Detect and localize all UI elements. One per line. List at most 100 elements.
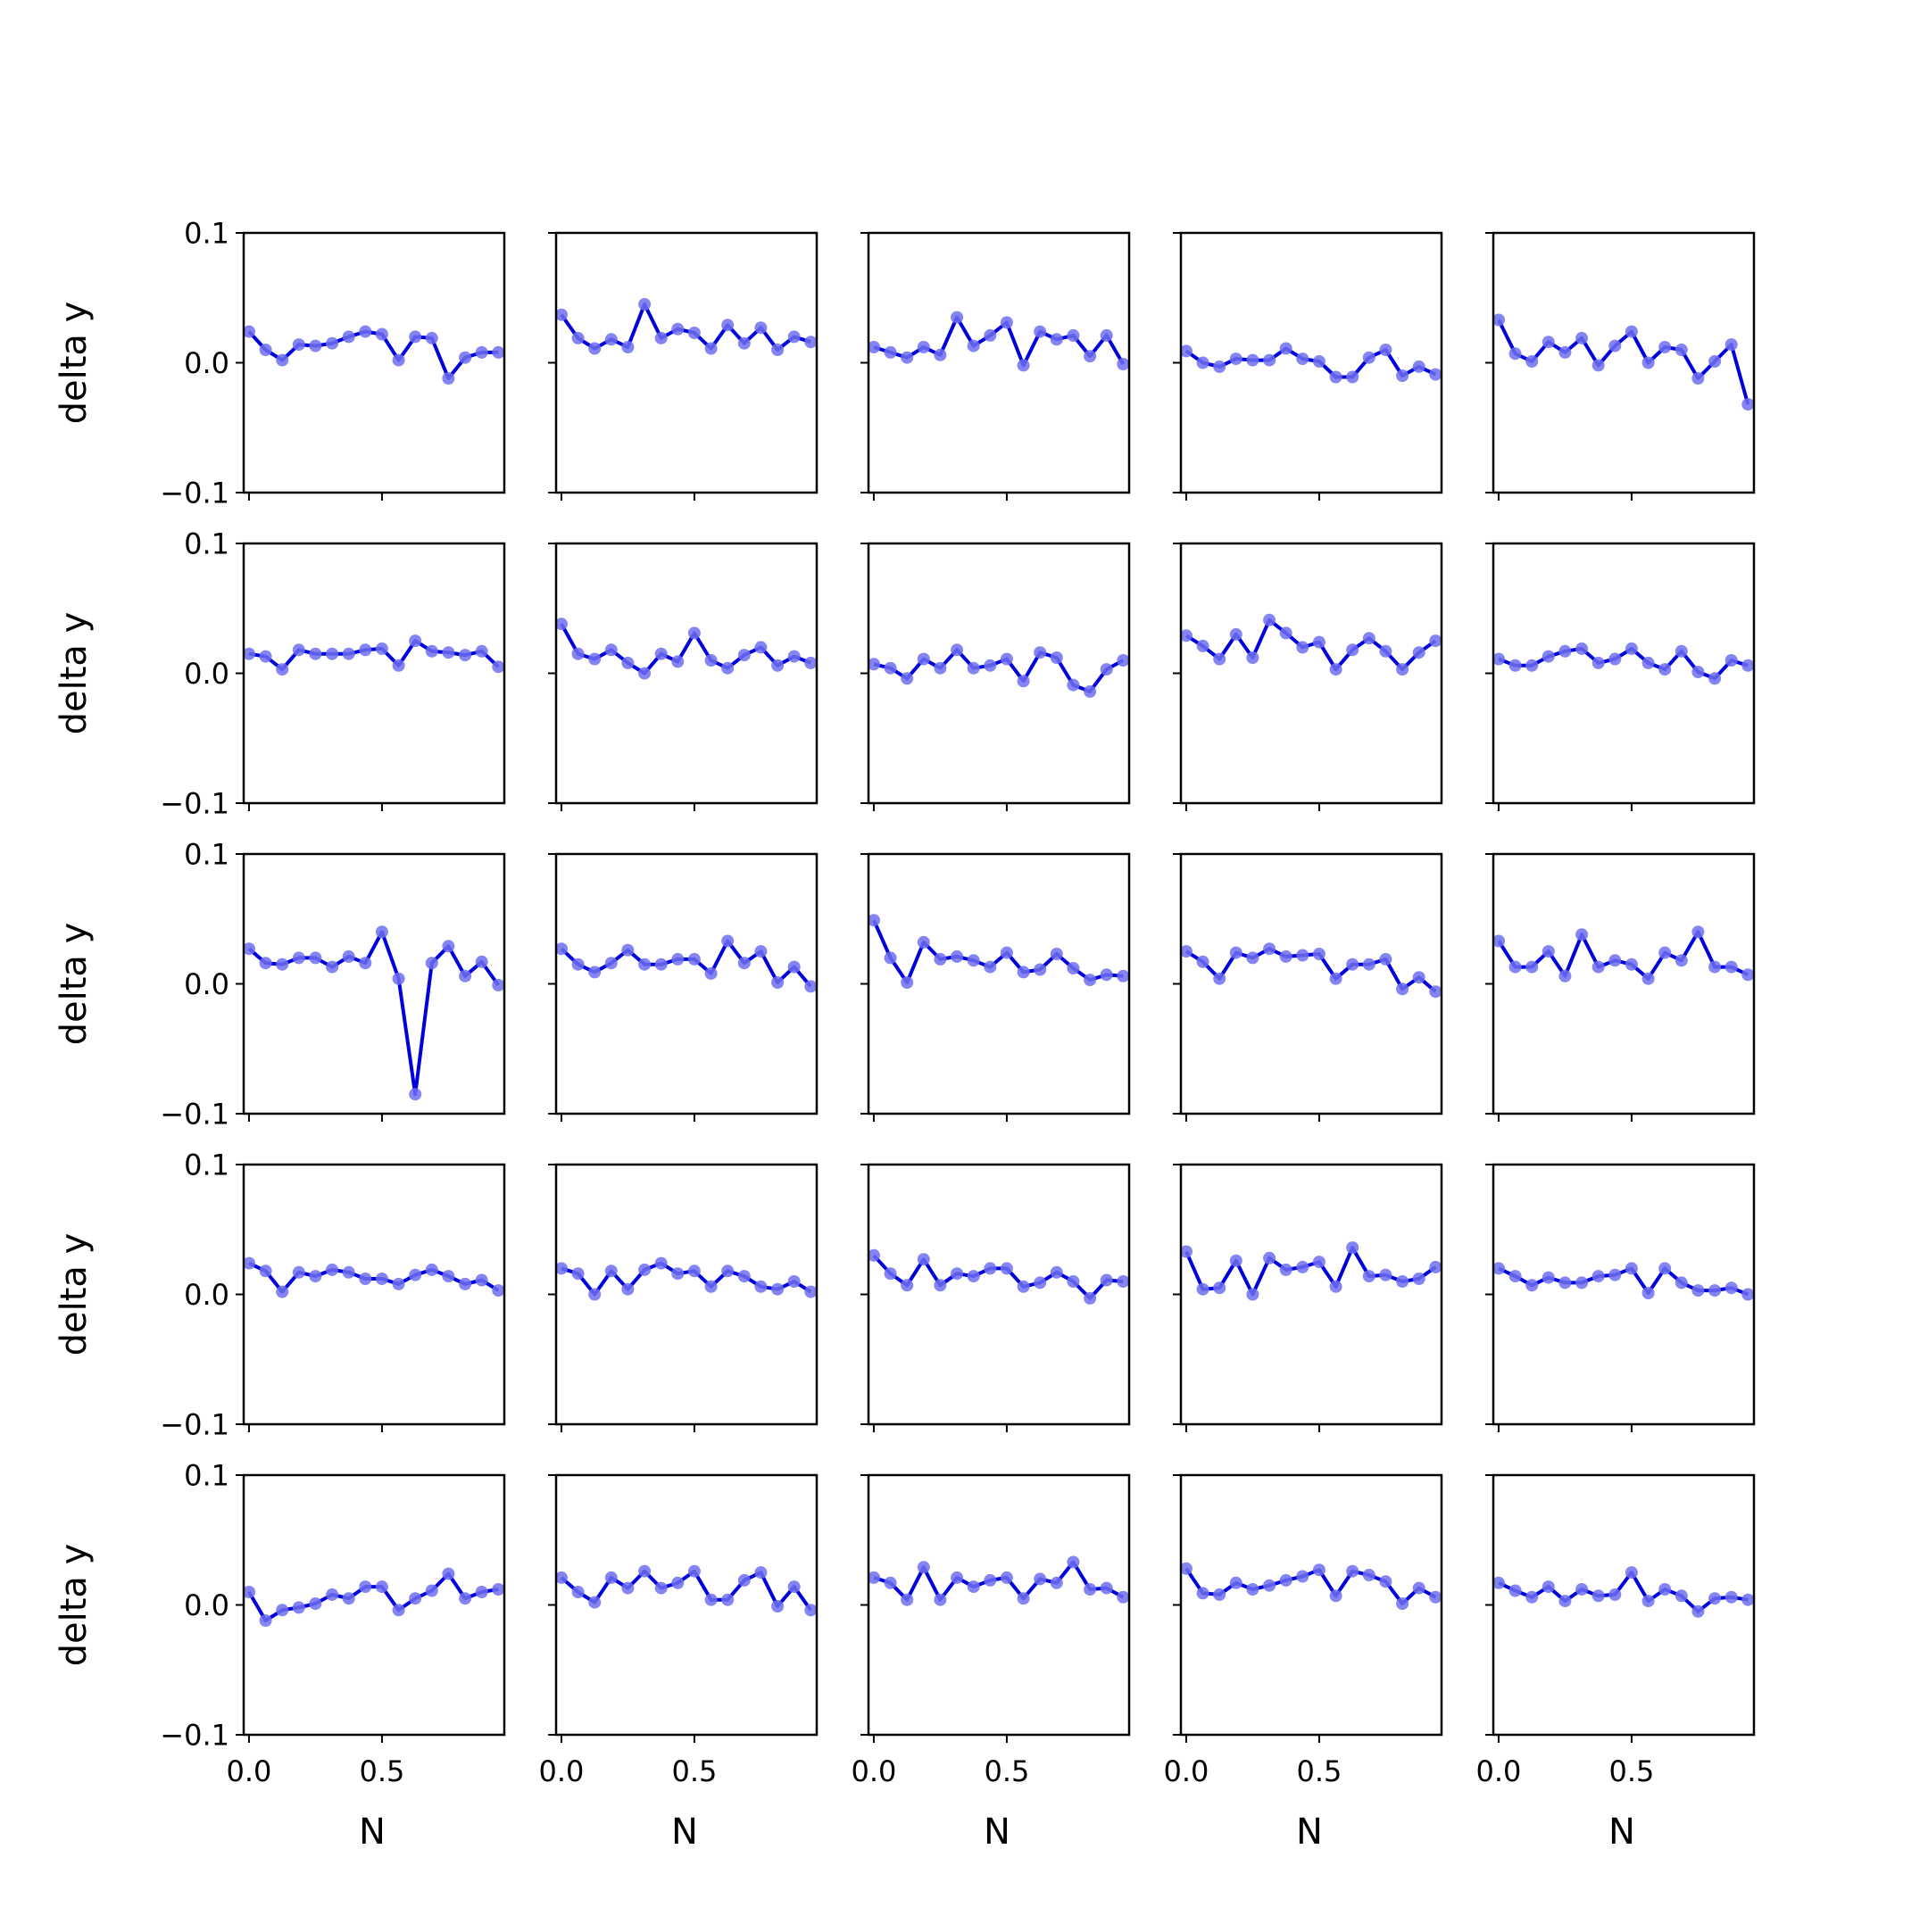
data-point-14-15	[1412, 971, 1425, 984]
data-point-25-7	[1591, 1589, 1605, 1603]
data-point-12-9	[687, 952, 701, 966]
series-line-8	[873, 648, 1125, 693]
series-line-16	[248, 1261, 500, 1294]
data-point-23-10	[1017, 1592, 1030, 1605]
data-point-20-14	[1708, 1284, 1722, 1298]
data-point-24-5	[1246, 1583, 1259, 1596]
data-point-1-10	[392, 353, 405, 367]
data-point-8-1	[868, 658, 880, 671]
series-line-17	[561, 1261, 812, 1297]
data-point-6-15	[475, 644, 488, 658]
data-point-14-14	[1396, 983, 1409, 996]
data-point-18-8	[984, 1262, 997, 1275]
data-point-11-6	[326, 960, 339, 974]
data-point-10-2	[1508, 659, 1522, 672]
data-point-4-8	[1296, 352, 1309, 366]
data-point-2-14	[771, 344, 785, 356]
data-point-1-14	[459, 351, 472, 364]
data-point-9-8	[1296, 641, 1309, 654]
data-point-1-11	[409, 330, 422, 344]
data-point-4-12	[1362, 351, 1375, 364]
axes-frame-2	[554, 231, 819, 494]
data-point-9-12	[1362, 632, 1375, 645]
data-point-22-13	[754, 1566, 768, 1580]
data-point-14-10	[1329, 972, 1342, 985]
data-point-13-10	[1017, 966, 1030, 979]
series-line-23	[873, 1560, 1125, 1602]
series-line-14	[1184, 947, 1437, 993]
data-point-14-8	[1296, 949, 1309, 962]
data-point-4-13	[1379, 344, 1392, 356]
data-point-16-5	[309, 1270, 322, 1283]
data-point-1-4	[292, 338, 305, 352]
series-line-25	[1498, 1571, 1749, 1613]
data-point-21-11	[409, 1592, 422, 1605]
data-point-4-4	[1229, 352, 1242, 366]
data-point-18-6	[951, 1267, 964, 1281]
data-point-19-10	[1329, 1280, 1342, 1293]
data-point-22-10	[704, 1593, 718, 1606]
data-point-19-9	[1312, 1256, 1326, 1269]
x-tick-label: 0.0	[227, 1754, 272, 1788]
data-point-18-4	[917, 1253, 930, 1266]
data-point-20-9	[1625, 1262, 1638, 1275]
data-point-19-5	[1246, 1288, 1259, 1301]
data-point-13-4	[917, 935, 930, 949]
data-point-6-10	[392, 659, 405, 672]
data-point-3-14	[1084, 350, 1097, 363]
data-point-18-9	[1000, 1262, 1013, 1275]
data-point-8-3	[901, 672, 914, 685]
data-point-9-7	[1279, 626, 1292, 640]
data-point-7-1	[555, 618, 568, 631]
data-point-15-7	[1591, 960, 1605, 974]
data-point-9-11	[1346, 643, 1359, 657]
data-point-6-8	[359, 643, 372, 657]
data-point-21-15	[475, 1586, 488, 1598]
data-point-21-13	[442, 1567, 455, 1580]
data-point-6-16	[492, 660, 505, 674]
data-point-4-7	[1279, 342, 1292, 355]
data-point-4-3	[1213, 360, 1226, 373]
data-point-3-13	[1067, 328, 1080, 342]
data-point-15-11	[1658, 946, 1672, 959]
data-point-11-3	[276, 958, 289, 971]
data-point-19-4	[1229, 1254, 1242, 1267]
data-point-11-8	[359, 957, 372, 970]
data-point-3-11	[1034, 325, 1047, 338]
data-point-8-15	[1100, 663, 1113, 676]
data-point-7-16	[804, 656, 818, 669]
data-point-9-16	[1429, 634, 1442, 648]
data-point-15-15	[1724, 960, 1738, 974]
data-point-3-3	[901, 351, 914, 364]
data-point-3-5	[934, 348, 947, 361]
data-point-9-1	[1180, 629, 1193, 643]
series-line-3	[873, 315, 1126, 368]
series-line-7	[560, 623, 812, 676]
data-point-13-9	[1000, 946, 1013, 959]
data-point-18-1	[868, 1248, 880, 1262]
data-point-15-2	[1508, 960, 1522, 974]
data-point-8-2	[884, 661, 897, 675]
series-line-1	[247, 329, 499, 380]
data-point-17-10	[704, 1280, 718, 1293]
data-point-24-1	[1180, 1562, 1193, 1575]
y-tick-label: 0.1	[184, 1148, 229, 1182]
axes-frame-11	[242, 852, 506, 1115]
data-point-5-9	[1625, 325, 1638, 338]
y-tick-label: −0.1	[160, 1098, 229, 1132]
data-point-23-13	[1067, 1555, 1080, 1569]
data-point-7-13	[754, 641, 768, 654]
data-point-12-3	[588, 966, 602, 979]
data-point-2-8	[671, 322, 685, 336]
data-point-5-7	[1591, 359, 1605, 372]
data-point-18-12	[1050, 1265, 1063, 1279]
data-point-6-11	[409, 634, 422, 648]
data-point-21-6	[326, 1588, 339, 1601]
data-point-7-5	[621, 656, 635, 669]
data-point-1-8	[359, 325, 372, 338]
data-point-18-11	[1034, 1276, 1047, 1289]
data-point-7-4	[604, 643, 618, 657]
data-point-25-4	[1542, 1580, 1555, 1594]
data-point-18-13	[1067, 1275, 1080, 1288]
